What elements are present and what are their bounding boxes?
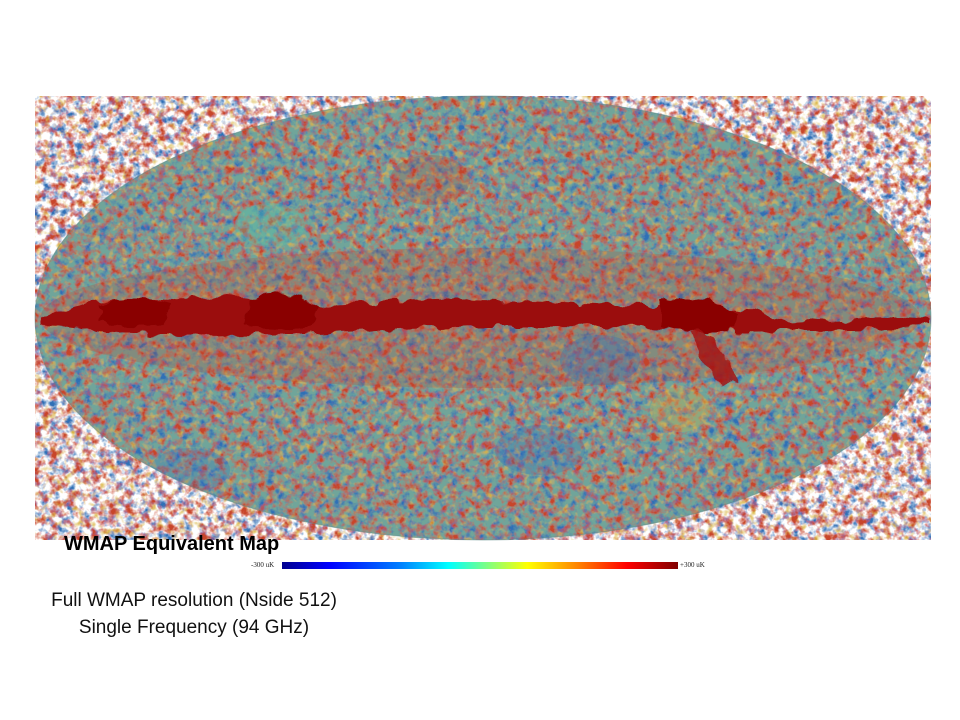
colorbar-min-label: -300 uK xyxy=(251,561,275,569)
temperature-colorbar: -300 uK +300 uK xyxy=(248,556,728,576)
map-title: WMAP Equivalent Map xyxy=(64,533,280,555)
galactic-plane-band xyxy=(40,295,928,385)
map-features xyxy=(40,155,928,492)
caption-frequency: Single Frequency (94 GHz) xyxy=(78,617,310,638)
colorbar-max-label: +300 uK xyxy=(680,561,705,569)
colorbar-gradient xyxy=(282,562,678,569)
caption-resolution: Full WMAP resolution (Nside 512) xyxy=(51,590,337,611)
